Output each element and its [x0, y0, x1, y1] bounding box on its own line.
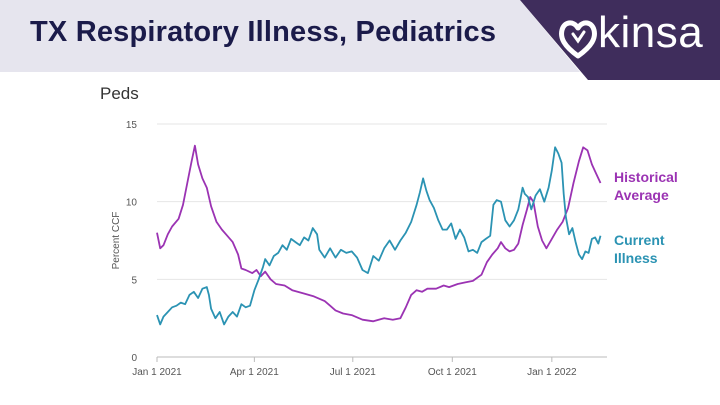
header-banner: TX Respiratory Illness, Pediatrics kinsa	[0, 0, 720, 80]
series-line-historical-average	[156, 144, 602, 323]
legend-current-line1: Current	[614, 232, 665, 248]
chart-title: Peds	[100, 84, 139, 103]
page-title: TX Respiratory Illness, Pediatrics	[30, 16, 497, 48]
heart-icon	[559, 20, 597, 59]
x-tick-label: Jan 1 2021	[132, 367, 182, 378]
y-tick-label: 15	[126, 120, 138, 131]
y-tick-label: 5	[131, 275, 137, 286]
logo-text: kinsa	[598, 8, 704, 57]
y-tick-label: 0	[131, 353, 137, 364]
kinsa-logo: kinsa	[558, 8, 708, 62]
legend-historical-line1: Historical	[614, 169, 678, 185]
x-tick-label: Apr 1 2021	[230, 367, 279, 378]
banner-background	[0, 0, 720, 80]
x-tick-label: Oct 1 2021	[428, 367, 477, 378]
legend-current-line2: Illness	[614, 250, 658, 266]
legend-historical-line2: Average	[614, 187, 669, 203]
y-tick-label: 10	[126, 198, 138, 209]
series-line-current-illness	[156, 146, 602, 326]
x-tick-label: Jul 1 2021	[330, 367, 377, 378]
legend-current-illness: Current Illness	[614, 231, 665, 267]
y-axis-label: Percent CCF	[111, 212, 122, 270]
legend-historical-average: Historical Average	[614, 168, 678, 204]
x-tick-label: Jan 1 2022	[527, 367, 577, 378]
